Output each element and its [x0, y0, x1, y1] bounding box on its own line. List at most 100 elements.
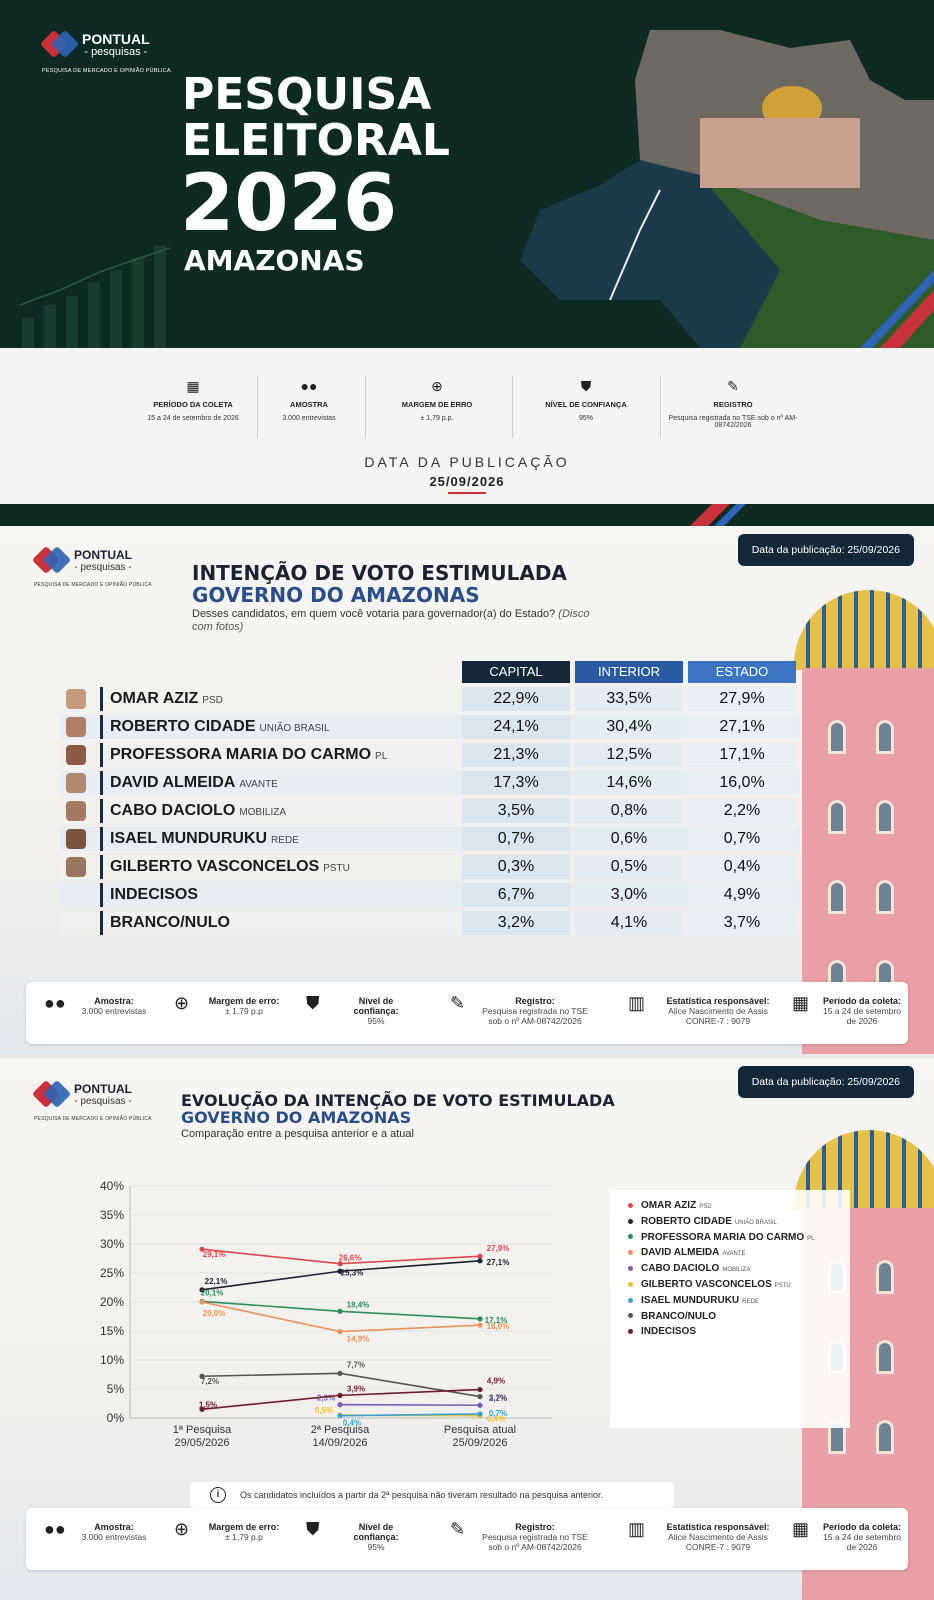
footer-item: ⊕ Margem de erro: ± 1,79 p.p — [174, 1519, 280, 1542]
brand-tagline: PESQUISA DE MERCADO E OPINIÃO PÚBLICA — [42, 68, 171, 74]
footer-item: ⊕ Margem de erro: ± 1,79 p.p — [174, 993, 280, 1016]
banner-line1: PESQUISA — [182, 69, 432, 120]
footer-item: ✎ Registro: Pesquisa registrada no TSE sob… — [450, 1519, 588, 1552]
document-icon: ✎ — [450, 1519, 466, 1539]
candidate-photo — [66, 801, 86, 821]
y-tick-label: 0% — [107, 1411, 125, 1425]
data-point — [477, 1258, 483, 1264]
col-interior: INTERIOR — [575, 661, 683, 683]
candidate-name: BRANCO/NULO — [100, 911, 520, 935]
panel1-subtitle: GOVERNO DO AMAZONAS — [192, 583, 480, 607]
chart-icon: ▥ — [628, 1519, 646, 1539]
x-tick-date: 14/09/2026 — [312, 1437, 367, 1449]
col-estado: ESTADO — [688, 661, 796, 683]
panel2-caption: Comparação entre a pesquisa anterior e a… — [181, 1128, 414, 1140]
legend-entry: DAVID ALMEIDA AVANTE — [628, 1247, 745, 1258]
footer-item: ✎ Registro: Pesquisa registrada no TSE sob… — [450, 993, 588, 1026]
pub-date-underline — [448, 492, 486, 494]
vote-value: 0,3% — [462, 855, 570, 879]
legend-entry: OMAR AZIZ PSD — [628, 1200, 712, 1211]
banner-state: AMAZONAS — [184, 244, 365, 277]
data-point — [477, 1316, 483, 1322]
data-point — [199, 1373, 205, 1379]
candidate-photo — [66, 829, 86, 849]
data-label: 4,9% — [487, 1377, 505, 1386]
data-label: 7,2% — [201, 1377, 219, 1386]
vote-value: 6,7% — [462, 883, 570, 907]
table-row: PROFESSORA MARIA DO CARMO PL 21,3% 12,5% 17,… — [60, 743, 800, 767]
vote-value: 16,0% — [688, 771, 796, 795]
calendar-icon: ▦ — [186, 378, 200, 394]
data-point — [477, 1322, 483, 1328]
legend-entry: BRANCO/NULO — [628, 1311, 719, 1322]
vote-value: 0,7% — [688, 827, 796, 851]
x-tick-label: 2ª Pesquisa — [311, 1424, 370, 1436]
series-line — [339, 1403, 481, 1407]
vote-value: 0,8% — [575, 799, 683, 823]
separator-stripes — [690, 504, 746, 526]
footer-item: ⛊ Nível de confiança: 95% — [306, 993, 399, 1026]
x-tick-date: 25/09/2026 — [452, 1437, 507, 1449]
data-point — [477, 1386, 483, 1393]
vote-value: 17,3% — [462, 771, 570, 795]
y-tick-label: 10% — [100, 1353, 124, 1367]
candidate-name: DAVID ALMEIDA AVANTE — [100, 771, 520, 795]
info-icon: i — [210, 1487, 226, 1503]
vote-value: 27,1% — [688, 715, 796, 739]
vote-value: 0,7% — [462, 827, 570, 851]
footer-item: ⛊ Nível de confiança: 95% — [306, 1519, 399, 1552]
vote-value: 14,6% — [575, 771, 683, 795]
vote-value: 0,6% — [575, 827, 683, 851]
vote-value: 17,1% — [688, 743, 796, 767]
data-label: 0,4% — [343, 1419, 361, 1428]
data-point — [477, 1402, 483, 1408]
target-icon: ⊕ — [174, 1519, 190, 1539]
legend-entry: CABO DACIOLO MOBILIZA — [628, 1263, 750, 1274]
data-point — [199, 1287, 205, 1293]
footer-item: ▦ Período da coleta: 15 a 24 de setembro d… — [792, 993, 902, 1026]
data-label: 3,9% — [347, 1384, 365, 1393]
data-point — [337, 1308, 343, 1314]
legend-dot-icon — [628, 1281, 633, 1287]
table-row: OMAR AZIZ PSD 22,9% 33,5% 27,9% — [60, 687, 800, 711]
data-point — [477, 1411, 483, 1417]
calendar-icon: ▦ — [792, 993, 810, 1013]
vote-value: 12,5% — [575, 743, 683, 767]
brand-logo: PONTUAL - pesquisas - PESQUISA DE MERCAD… — [39, 29, 171, 74]
data-label: 1,5% — [199, 1400, 217, 1409]
vote-value: 24,1% — [462, 715, 570, 739]
data-label: 27,9% — [487, 1244, 510, 1253]
y-tick-label: 5% — [107, 1382, 125, 1396]
candidate-name: CABO DACIOLO MOBILIZA — [100, 799, 520, 823]
panel2-subtitle: GOVERNO DO AMAZONAS — [181, 1108, 412, 1127]
chart-note: i Os candidatos incluídos a partir da 2ª … — [190, 1482, 674, 1508]
data-label: 2,3% — [317, 1394, 335, 1403]
document-icon: ✎ — [727, 378, 739, 394]
data-label: 2,2% — [489, 1394, 507, 1403]
y-tick-label: 40% — [100, 1179, 124, 1193]
footer-item: ▦ Período da coleta: 15 a 24 de setembro d… — [792, 1519, 902, 1552]
data-label: 16,0% — [487, 1322, 510, 1331]
shield-icon: ⛊ — [306, 993, 320, 1013]
candidate-photo — [66, 773, 86, 793]
data-point — [337, 1268, 343, 1274]
data-point — [337, 1413, 343, 1419]
table-row: GILBERTO VASCONCELOS PSTU 0,3% 0,5% 0,4% — [60, 855, 800, 879]
candidate-photo — [66, 689, 86, 709]
stat-amostra: ●● AMOSTRA 3.000 entrevistas — [244, 378, 374, 422]
brand-logo-small: PONTUAL - pesquisas - PESQUISA DE MERCADO… — [31, 1079, 152, 1122]
data-label: 0,4% — [487, 1415, 505, 1424]
footer-item: ▥ Estatística responsável: Alice Nasciment… — [628, 1519, 770, 1552]
legend-entry: PROFESSORA MARIA DO CARMO PL — [628, 1232, 815, 1243]
data-label: 29,1% — [203, 1250, 226, 1259]
legend-entry: INDECISOS — [628, 1326, 699, 1337]
info-strip — [0, 348, 934, 504]
shield-icon: ⛊ — [580, 378, 592, 394]
panel1-question: Desses candidatos, em quem você votaria … — [192, 608, 590, 633]
people-icon: ●● — [300, 378, 318, 394]
legend-dot-icon — [628, 1329, 633, 1335]
stat-periodo: ▦ PERÍODO DA COLETA 15 a 24 de setembro de… — [128, 378, 258, 422]
target-icon: ⊕ — [431, 378, 443, 394]
vote-value: 4,1% — [575, 911, 683, 935]
